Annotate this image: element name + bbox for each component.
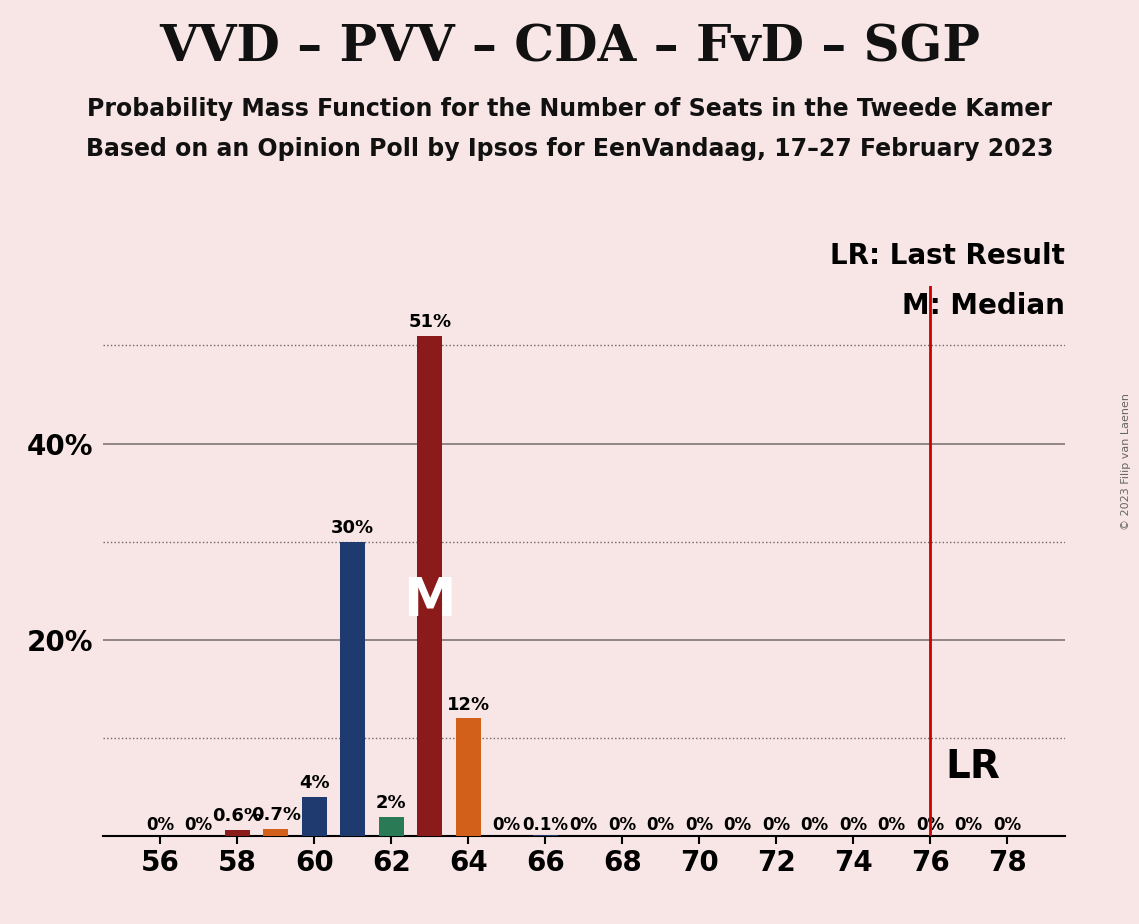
Text: 0%: 0%	[762, 816, 790, 833]
Text: 0%: 0%	[993, 816, 1022, 833]
Text: M: M	[403, 575, 456, 626]
Text: 0%: 0%	[570, 816, 598, 833]
Bar	[224, 831, 249, 836]
Bar	[302, 796, 327, 836]
Text: 2%: 2%	[376, 794, 407, 811]
Text: 51%: 51%	[408, 312, 451, 331]
Text: VVD – PVV – CDA – FvD – SGP: VVD – PVV – CDA – FvD – SGP	[159, 23, 980, 72]
Bar	[533, 835, 558, 836]
Text: 0%: 0%	[686, 816, 713, 833]
Text: 30%: 30%	[331, 518, 375, 537]
Text: Based on an Opinion Poll by Ipsos for EenVandaag, 17–27 February 2023: Based on an Opinion Poll by Ipsos for Ee…	[85, 137, 1054, 161]
Text: LR: Last Result: LR: Last Result	[830, 242, 1065, 271]
Text: 0.7%: 0.7%	[251, 807, 301, 824]
Text: 4%: 4%	[298, 774, 329, 792]
Bar	[379, 817, 403, 836]
Text: 0%: 0%	[723, 816, 752, 833]
Bar	[341, 541, 366, 836]
Text: Probability Mass Function for the Number of Seats in the Tweede Kamer: Probability Mass Function for the Number…	[87, 97, 1052, 121]
Text: M: Median: M: Median	[902, 292, 1065, 320]
Text: 0.1%: 0.1%	[523, 816, 568, 833]
Text: 0%: 0%	[608, 816, 637, 833]
Text: 0%: 0%	[801, 816, 829, 833]
Bar	[263, 830, 288, 836]
Text: 0%: 0%	[916, 816, 944, 833]
Text: 0%: 0%	[954, 816, 983, 833]
Text: 0%: 0%	[839, 816, 867, 833]
Text: 0%: 0%	[185, 816, 213, 833]
Bar	[417, 335, 442, 836]
Text: 12%: 12%	[446, 696, 490, 713]
Text: LR: LR	[945, 748, 1000, 786]
Text: 0%: 0%	[493, 816, 521, 833]
Text: 0.6%: 0.6%	[212, 808, 262, 825]
Text: 0%: 0%	[647, 816, 674, 833]
Text: 0%: 0%	[878, 816, 906, 833]
Text: © 2023 Filip van Laenen: © 2023 Filip van Laenen	[1121, 394, 1131, 530]
Text: 0%: 0%	[146, 816, 174, 833]
Bar	[456, 719, 481, 836]
